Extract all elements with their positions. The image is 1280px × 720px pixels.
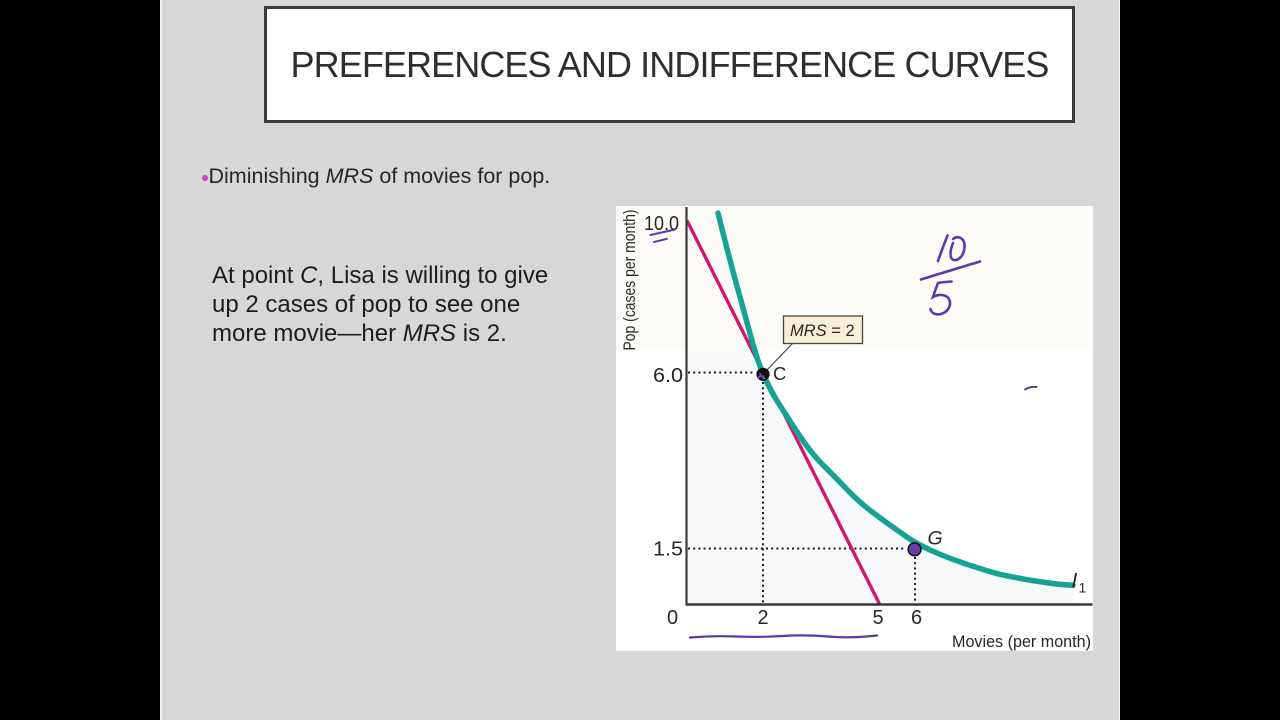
svg-text:G: G <box>928 528 943 550</box>
svg-text:MRS = 2: MRS = 2 <box>790 322 855 340</box>
svg-text:10.0: 10.0 <box>644 213 679 235</box>
svg-text:6.0: 6.0 <box>653 365 683 387</box>
svg-text:1.5: 1.5 <box>653 539 683 561</box>
svg-text:Pop (cases per month): Pop (cases per month) <box>621 210 639 351</box>
svg-text:I: I <box>1072 570 1078 593</box>
svg-text:0: 0 <box>667 607 678 629</box>
svg-text:1: 1 <box>1079 580 1087 596</box>
svg-text:6: 6 <box>911 607 922 629</box>
svg-text:C: C <box>773 363 786 384</box>
svg-text:5: 5 <box>872 607 883 629</box>
svg-text:2: 2 <box>757 607 768 629</box>
svg-text:Movies (per month): Movies (per month) <box>952 633 1091 651</box>
